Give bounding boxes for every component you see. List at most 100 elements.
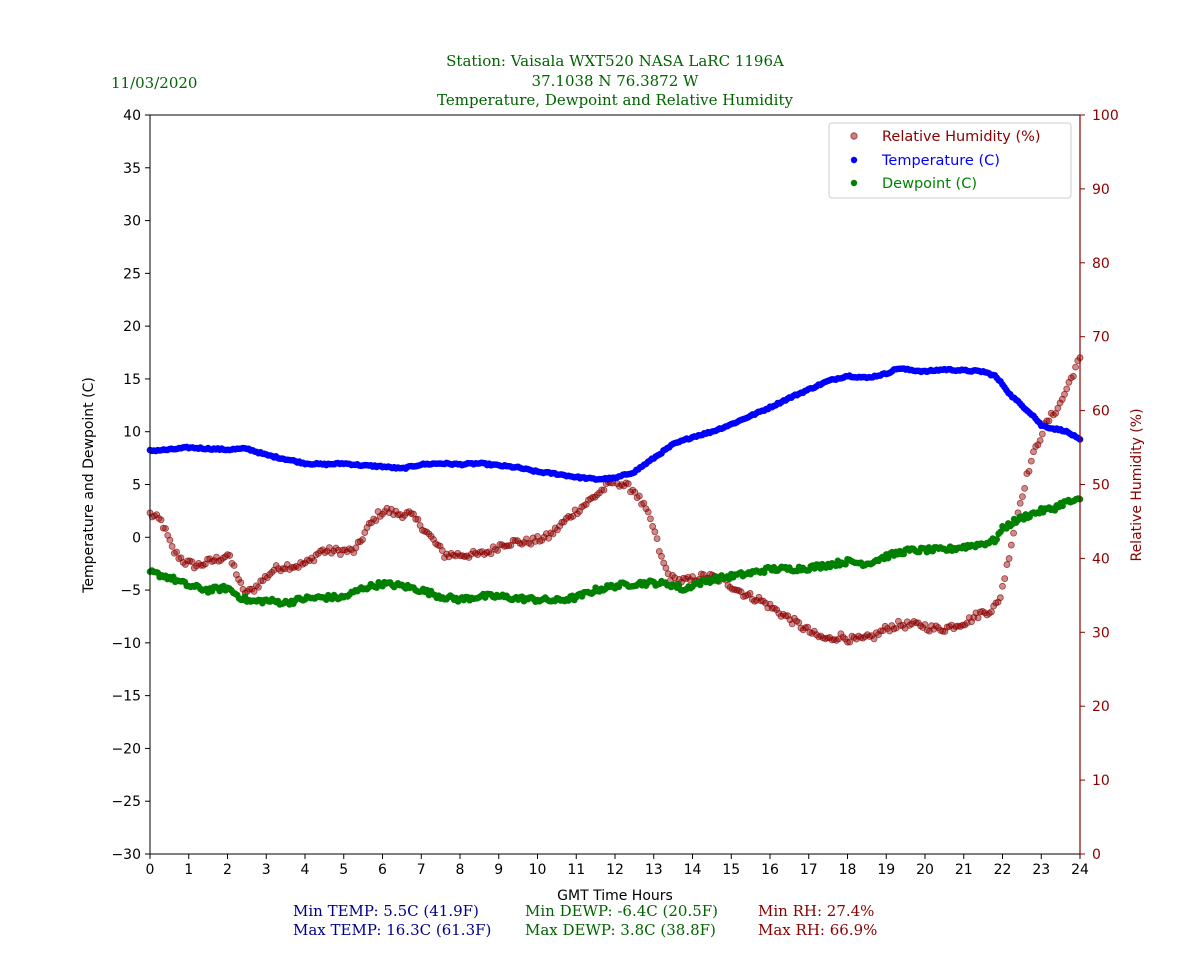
y-tick-label: −30	[111, 847, 141, 863]
legend-box	[828, 122, 1072, 199]
rh-point	[651, 528, 659, 536]
rh-point	[1027, 457, 1035, 465]
rh-point	[773, 606, 781, 614]
series-dewpoint	[146, 495, 1084, 608]
x-tick-label: 8	[456, 862, 465, 878]
y-tick-label: 0	[132, 530, 141, 546]
x-tick-label: 7	[417, 862, 426, 878]
x-tick-label: 12	[606, 862, 624, 878]
y-tick-label: −15	[111, 689, 141, 705]
x-tick-label: 24	[1071, 862, 1089, 878]
rh-point	[837, 630, 845, 638]
rh-point	[844, 638, 851, 646]
rh-point	[392, 507, 400, 515]
rh-point	[182, 561, 189, 568]
rh-point	[1021, 484, 1029, 492]
x-tick-label: 9	[494, 862, 503, 878]
rh-point	[166, 536, 174, 544]
x-tick-label: 13	[645, 862, 663, 878]
title-line-2: 37.1038 N 76.3872 W	[532, 72, 699, 90]
x-tick-label: 22	[994, 862, 1012, 878]
rh-point	[598, 486, 606, 494]
rh-point	[438, 547, 446, 554]
rh-point	[250, 587, 258, 595]
rh-point	[755, 593, 763, 601]
rh-point	[1003, 561, 1011, 568]
rh-point	[556, 522, 564, 530]
rh-point	[795, 619, 803, 626]
rh-point	[237, 579, 245, 586]
rh-point	[644, 508, 652, 516]
rh-point	[310, 557, 318, 565]
stat-min-temp: Min TEMP: 5.5C (41.9F)	[293, 902, 479, 920]
rh-point	[372, 517, 380, 525]
y-tick-label: −5	[120, 583, 141, 599]
x-tick-label: 6	[378, 862, 387, 878]
rh-point	[1010, 529, 1017, 537]
rh-point	[846, 638, 854, 646]
rh-point	[921, 621, 929, 628]
rh-point	[159, 524, 167, 532]
y2-tick-label: 80	[1092, 256, 1110, 272]
x-tick-label: 14	[684, 862, 702, 878]
rh-point	[487, 550, 495, 558]
rh-point	[647, 515, 654, 523]
rh-point	[560, 518, 568, 526]
rh-point	[1025, 467, 1033, 475]
rh-point	[640, 499, 648, 507]
rh-point	[352, 544, 360, 552]
x-tick-label: 2	[223, 862, 232, 878]
y-tick-label: 20	[123, 319, 141, 335]
rh-point	[157, 516, 165, 524]
rh-point	[1063, 385, 1071, 393]
x-tick-label: 10	[529, 862, 547, 878]
rh-point	[1072, 363, 1079, 371]
y2-tick-label: 40	[1092, 551, 1110, 567]
rh-point	[939, 627, 947, 635]
rh-point	[1056, 399, 1064, 407]
rh-point	[1069, 372, 1077, 380]
x-tick-label: 17	[800, 862, 818, 878]
y2-tick-label: 30	[1092, 625, 1110, 641]
rh-point	[359, 536, 366, 543]
rh-point	[624, 480, 632, 488]
rh-point	[554, 526, 561, 534]
y2-tick-label: 90	[1092, 182, 1110, 198]
rh-point	[658, 552, 665, 560]
x-tick-label: 23	[1032, 862, 1050, 878]
y-tick-label: 15	[123, 372, 141, 388]
rh-point	[1036, 437, 1044, 444]
rh-point	[226, 552, 234, 559]
rh-point	[494, 547, 502, 554]
rh-point	[153, 511, 161, 519]
rh-point	[810, 627, 818, 635]
y-tick-label: 30	[123, 214, 141, 230]
y-tick-label: −10	[111, 636, 141, 652]
rh-point	[257, 577, 265, 585]
rh-point	[549, 530, 557, 538]
x-tick-label: 5	[339, 862, 348, 878]
y2-tick-label: 70	[1092, 330, 1110, 346]
dewpoint-point	[842, 561, 849, 568]
rh-point	[875, 631, 882, 638]
rh-point	[600, 486, 608, 494]
stat-max-rh: Max RH: 66.9%	[758, 921, 877, 939]
title-line-1: Station: Vaisala WXT520 NASA LaRC 1196A	[446, 52, 784, 70]
y2-tick-label: 60	[1092, 404, 1110, 420]
x-tick-label: 21	[955, 862, 973, 878]
rh-point	[412, 515, 420, 523]
y-axis-label: Temperature and Dewpoint (C)	[81, 377, 97, 594]
y2-tick-label: 50	[1092, 478, 1110, 494]
legend-label-dewpoint: Dewpoint (C)	[882, 176, 977, 192]
x-tick-label: 18	[839, 862, 857, 878]
axes-layer: 0 1 2 3 4 5 6 7 8 9 10 11 12 13 14 15 16 17 18 19 20 21 22 23 24…	[111, 108, 1118, 878]
rh-point	[653, 535, 661, 542]
rh-point	[168, 543, 176, 550]
y-tick-label: 25	[123, 266, 141, 282]
stat-min-dewp: Min DEWP: -6.4C (20.5F)	[525, 902, 718, 920]
rh-point	[230, 562, 238, 569]
x-tick-label: 11	[567, 862, 585, 878]
rh-point	[635, 492, 643, 500]
x-tick-label: 1	[184, 862, 193, 878]
